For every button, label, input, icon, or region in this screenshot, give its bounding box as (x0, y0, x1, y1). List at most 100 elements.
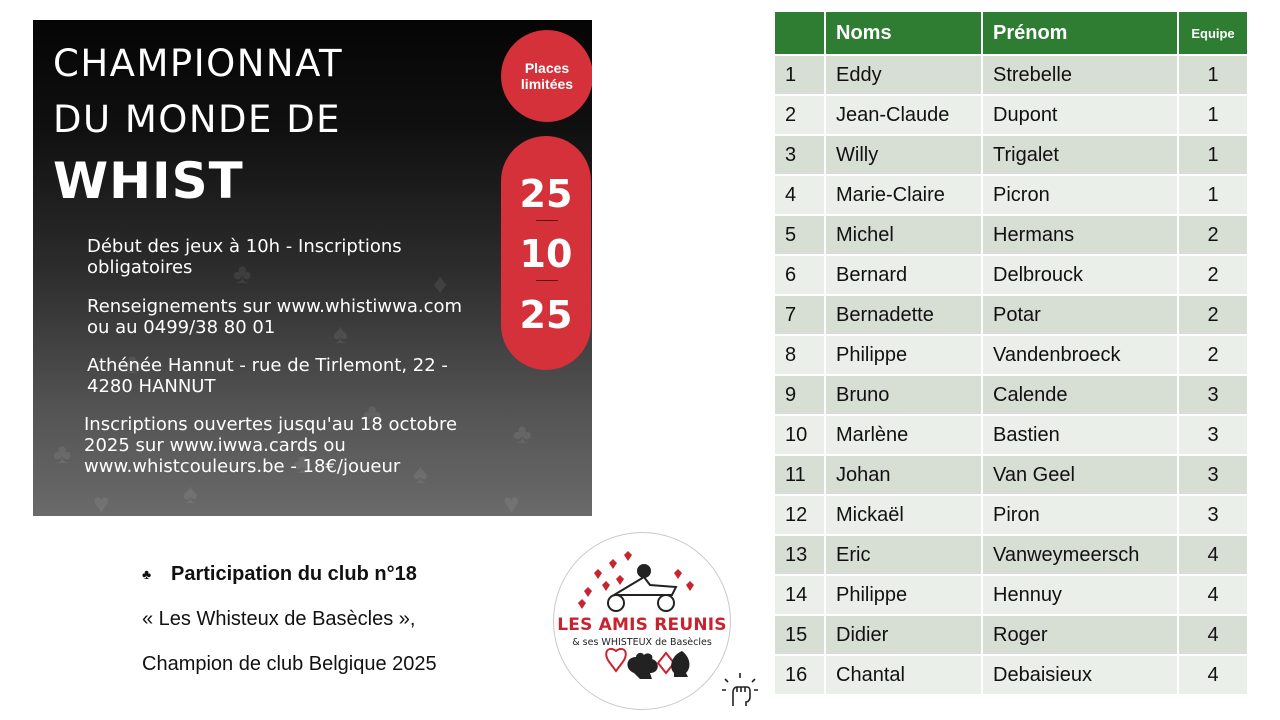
date-day: 25 (519, 172, 573, 216)
club-logo: LES AMIS REUNIS & ses WHISTEUX de Basècl… (553, 532, 731, 710)
card-suits-background: ♣ ♠ ♣ ♦ ♣ ♠ ♣ ♠ ♣ ♥ ♥ ♣ (53, 258, 532, 517)
team-roster-table: Noms Prénom Equipe 1 Eddy Strebelle 1 2 Jean-… (773, 10, 1249, 696)
poster-info-venue: Athénée Hannut - rue de Tirlemont, 22 - … (87, 355, 448, 397)
row-equipe: 1 (1177, 54, 1249, 96)
row-number: 2 (773, 94, 826, 136)
row-prenom: Bastien (981, 414, 1179, 456)
row-nom: Johan (824, 454, 983, 496)
header-number (773, 10, 826, 56)
table-row: 10 Marlène Bastien 3 (773, 414, 1249, 456)
club-name: « Les Whisteux de Basècles », (142, 608, 416, 630)
row-number: 4 (773, 174, 826, 216)
row-prenom: Dupont (981, 94, 1179, 136)
table-row: 2 Jean-Claude Dupont 1 (773, 94, 1249, 136)
table-header-row: Noms Prénom Equipe (773, 10, 1249, 56)
club-suit-icon: ♣ (142, 566, 152, 582)
table-row: 5 Michel Hermans 2 (773, 214, 1249, 256)
table-row: 8 Philippe Vandenbroeck 2 (773, 334, 1249, 376)
poster-title-line2: DU MONDE DE (53, 98, 342, 141)
poster-title-line1: CHAMPIONNAT (53, 42, 344, 85)
row-equipe: 3 (1177, 494, 1249, 536)
row-nom: Philippe (824, 334, 983, 376)
row-equipe: 2 (1177, 214, 1249, 256)
header-prenom: Prénom (981, 10, 1179, 56)
row-nom: Jean-Claude (824, 94, 983, 136)
row-equipe: 2 (1177, 254, 1249, 296)
row-number: 11 (773, 454, 826, 496)
table-row: 6 Bernard Delbrouck 2 (773, 254, 1249, 296)
row-number: 15 (773, 614, 826, 656)
row-nom: Willy (824, 134, 983, 176)
row-number: 7 (773, 294, 826, 336)
club-participation-text: Participation du club n°18 (171, 563, 417, 585)
row-number: 1 (773, 54, 826, 96)
row-equipe: 3 (1177, 374, 1249, 416)
row-number: 13 (773, 534, 826, 576)
club-champion-text: Champion de club Belgique 2025 (142, 653, 437, 675)
poster-title-whist: WHIST (53, 152, 244, 210)
row-number: 8 (773, 334, 826, 376)
row-nom: Bruno (824, 374, 983, 416)
row-prenom: Piron (981, 494, 1179, 536)
badge-text: Places limitées (520, 60, 574, 92)
poster-info-contact: Renseignements sur www.whistiwwa.com ou … (87, 296, 463, 338)
date-month: 10 (519, 232, 573, 276)
table-row: 11 Johan Van Geel 3 (773, 454, 1249, 496)
row-nom: Chantal (824, 654, 983, 696)
row-equipe: 4 (1177, 574, 1249, 616)
row-prenom: Trigalet (981, 134, 1179, 176)
row-nom: Eric (824, 534, 983, 576)
row-equipe: 1 (1177, 134, 1249, 176)
row-prenom: Picron (981, 174, 1179, 216)
row-equipe: 1 (1177, 94, 1249, 136)
date-separator (536, 280, 558, 281)
row-equipe: 2 (1177, 334, 1249, 376)
row-number: 16 (773, 654, 826, 696)
row-prenom: Hennuy (981, 574, 1179, 616)
places-limitees-badge: Places limitées (501, 30, 592, 122)
row-number: 14 (773, 574, 826, 616)
row-prenom: Vandenbroeck (981, 334, 1179, 376)
row-prenom: Debaisieux (981, 654, 1179, 696)
table-row: 1 Eddy Strebelle 1 (773, 54, 1249, 96)
table-row: 14 Philippe Hennuy 4 (773, 574, 1249, 616)
row-nom: Marlène (824, 414, 983, 456)
row-nom: Eddy (824, 54, 983, 96)
table-row: 13 Eric Vanweymeersch 4 (773, 534, 1249, 576)
date-separator (536, 220, 558, 221)
date-pill: 25 10 25 (501, 136, 591, 370)
row-number: 6 (773, 254, 826, 296)
row-nom: Mickaël (824, 494, 983, 536)
row-equipe: 3 (1177, 454, 1249, 496)
row-prenom: Hermans (981, 214, 1179, 256)
header-equipe: Equipe (1177, 10, 1249, 56)
table-row: 15 Didier Roger 4 (773, 614, 1249, 656)
header-noms: Noms (824, 10, 983, 56)
table-row: 3 Willy Trigalet 1 (773, 134, 1249, 176)
row-nom: Bernard (824, 254, 983, 296)
row-equipe: 4 (1177, 534, 1249, 576)
row-prenom: Van Geel (981, 454, 1179, 496)
row-number: 12 (773, 494, 826, 536)
row-nom: Michel (824, 214, 983, 256)
event-poster: ♣ ♠ ♣ ♦ ♣ ♠ ♣ ♠ ♣ ♥ ♥ ♣ CHAMPIONNAT DU M… (33, 20, 592, 516)
row-number: 5 (773, 214, 826, 256)
table-row: 9 Bruno Calende 3 (773, 374, 1249, 416)
row-equipe: 4 (1177, 614, 1249, 656)
row-prenom: Strebelle (981, 54, 1179, 96)
raised-fist-icon (722, 673, 758, 706)
row-prenom: Potar (981, 294, 1179, 336)
row-nom: Bernadette (824, 294, 983, 336)
row-nom: Philippe (824, 574, 983, 616)
row-number: 10 (773, 414, 826, 456)
row-equipe: 2 (1177, 294, 1249, 336)
table-row: 7 Bernadette Potar 2 (773, 294, 1249, 336)
row-prenom: Vanweymeersch (981, 534, 1179, 576)
table-row: 16 Chantal Debaisieux 4 (773, 654, 1249, 696)
poster-info-start: Début des jeux à 10h - Inscriptions obli… (87, 236, 402, 278)
row-nom: Marie-Claire (824, 174, 983, 216)
logo-subtitle: & ses WHISTEUX de Basècles (572, 637, 712, 648)
row-prenom: Delbrouck (981, 254, 1179, 296)
logo-name: LES AMIS REUNIS (557, 615, 727, 635)
date-year: 25 (519, 293, 573, 337)
